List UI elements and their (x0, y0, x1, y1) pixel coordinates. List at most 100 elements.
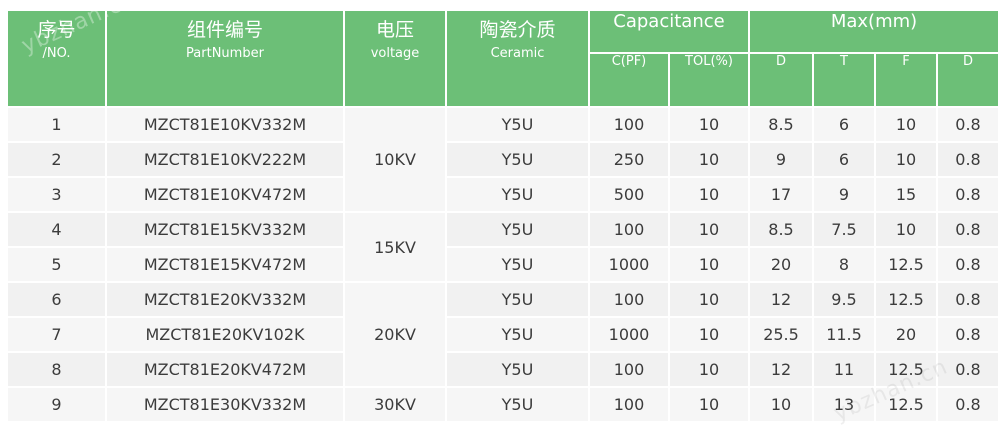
cell-tol: 10 (670, 108, 748, 141)
cell-t: 6 (814, 143, 874, 176)
cell-d2: 0.8 (938, 283, 998, 316)
cell-t: 8 (814, 248, 874, 281)
cell-t: 11.5 (814, 318, 874, 351)
cell-no: 4 (8, 213, 105, 246)
cell-d2: 0.8 (938, 178, 998, 211)
cell-ceramic: Y5U (447, 143, 588, 176)
header-t: T (814, 54, 874, 106)
cell-cpf: 100 (590, 283, 668, 316)
header-d2: D (938, 54, 998, 106)
header-ceramic-en: Ceramic (490, 46, 545, 61)
header-no-zh: 序号 (37, 19, 76, 41)
cell-d: 17 (750, 178, 812, 211)
cell-part: MZCT81E30KV332M (107, 388, 343, 421)
table-row: 2 MZCT81E10KV222M Y5U 250 10 9 6 10 0.8 (8, 143, 998, 176)
cell-tol: 10 (670, 353, 748, 386)
cell-cpf: 1000 (590, 318, 668, 351)
header-ceramic: 陶瓷介质 Ceramic (447, 11, 588, 106)
cell-tol: 10 (670, 213, 748, 246)
table-row: 8 MZCT81E20KV472M Y5U 100 10 12 11 12.5 … (8, 353, 998, 386)
cell-part: MZCT81E15KV332M (107, 213, 343, 246)
cell-ceramic: Y5U (447, 213, 588, 246)
cell-d2: 0.8 (938, 318, 998, 351)
cell-t: 9.5 (814, 283, 874, 316)
header-part-en: PartNumber (186, 46, 264, 61)
cell-voltage: 30KV (345, 388, 445, 421)
header-ceramic-zh: 陶瓷介质 (479, 19, 556, 41)
cell-cpf: 500 (590, 178, 668, 211)
cell-f: 10 (876, 108, 936, 141)
cell-part: MZCT81E20KV332M (107, 283, 343, 316)
header-max-mm: Max(mm) (750, 11, 998, 52)
cell-ceramic: Y5U (447, 353, 588, 386)
cell-d: 25.5 (750, 318, 812, 351)
cell-f: 12.5 (876, 283, 936, 316)
cell-voltage: 15KV (345, 213, 445, 281)
header-no-en: /NO. (42, 46, 71, 61)
cell-f: 10 (876, 143, 936, 176)
cell-no: 7 (8, 318, 105, 351)
table-row: 5 MZCT81E15KV472M Y5U 1000 10 20 8 12.5 … (8, 248, 998, 281)
cell-d: 9 (750, 143, 812, 176)
cell-d: 8.5 (750, 108, 812, 141)
cell-part: MZCT81E20KV472M (107, 353, 343, 386)
header-f: F (876, 54, 936, 106)
cell-part: MZCT81E10KV472M (107, 178, 343, 211)
header-cpf: C(PF) (590, 54, 668, 106)
table-row: 7 MZCT81E20KV102K Y5U 1000 10 25.5 11.5 … (8, 318, 998, 351)
cell-no: 2 (8, 143, 105, 176)
cell-d2: 0.8 (938, 353, 998, 386)
cell-no: 6 (8, 283, 105, 316)
cell-tol: 10 (670, 283, 748, 316)
header-part-number: 组件编号 PartNumber (107, 11, 343, 106)
cell-d2: 0.8 (938, 143, 998, 176)
cell-ceramic: Y5U (447, 318, 588, 351)
cell-f: 15 (876, 178, 936, 211)
cell-part: MZCT81E15KV472M (107, 248, 343, 281)
cell-no: 8 (8, 353, 105, 386)
cell-d: 12 (750, 283, 812, 316)
cell-tol: 10 (670, 178, 748, 211)
cell-d: 12 (750, 353, 812, 386)
cell-d: 10 (750, 388, 812, 421)
cell-t: 11 (814, 353, 874, 386)
table-row: 9 MZCT81E30KV332M 30KV Y5U 100 10 10 13 … (8, 388, 998, 421)
cell-part: MZCT81E10KV332M (107, 108, 343, 141)
cell-no: 1 (8, 108, 105, 141)
cell-ceramic: Y5U (447, 178, 588, 211)
cell-d2: 0.8 (938, 388, 998, 421)
cell-no: 5 (8, 248, 105, 281)
cell-cpf: 100 (590, 388, 668, 421)
cell-d: 8.5 (750, 213, 812, 246)
cell-cpf: 100 (590, 213, 668, 246)
cell-f: 12.5 (876, 388, 936, 421)
header-part-zh: 组件编号 (186, 19, 263, 41)
cell-f: 20 (876, 318, 936, 351)
cell-cpf: 100 (590, 108, 668, 141)
table-row: 3 MZCT81E10KV472M Y5U 500 10 17 9 15 0.8 (8, 178, 998, 211)
header-tol: TOL(%) (670, 54, 748, 106)
cell-cpf: 100 (590, 353, 668, 386)
header-d: D (750, 54, 812, 106)
cell-tol: 10 (670, 143, 748, 176)
cell-t: 6 (814, 108, 874, 141)
capacitor-spec-table: 序号 /NO. 组件编号 PartNumber 电压 voltage 陶瓷介质 … (6, 9, 1000, 423)
table-row: 4 MZCT81E15KV332M 15KV Y5U 100 10 8.5 7.… (8, 213, 998, 281)
cell-f: 12.5 (876, 248, 936, 281)
cell-ceramic: Y5U (447, 248, 588, 281)
cell-cpf: 250 (590, 143, 668, 176)
cell-t: 9 (814, 178, 874, 211)
cell-f: 10 (876, 213, 936, 246)
header-capacitance: Capacitance (590, 11, 748, 52)
cell-t: 7.5 (814, 213, 874, 246)
header-no: 序号 /NO. (8, 11, 105, 106)
cell-d2: 0.8 (938, 248, 998, 281)
cell-ceramic: Y5U (447, 108, 588, 141)
table-row: 6 MZCT81E20KV332M 20KV Y5U 100 10 12 9.5… (8, 283, 998, 386)
cell-part: MZCT81E20KV102K (107, 318, 343, 351)
header-voltage: 电压 voltage (345, 11, 445, 106)
cell-voltage: 10KV (345, 108, 445, 211)
header-voltage-en: voltage (370, 46, 420, 61)
cell-t: 13 (814, 388, 874, 421)
